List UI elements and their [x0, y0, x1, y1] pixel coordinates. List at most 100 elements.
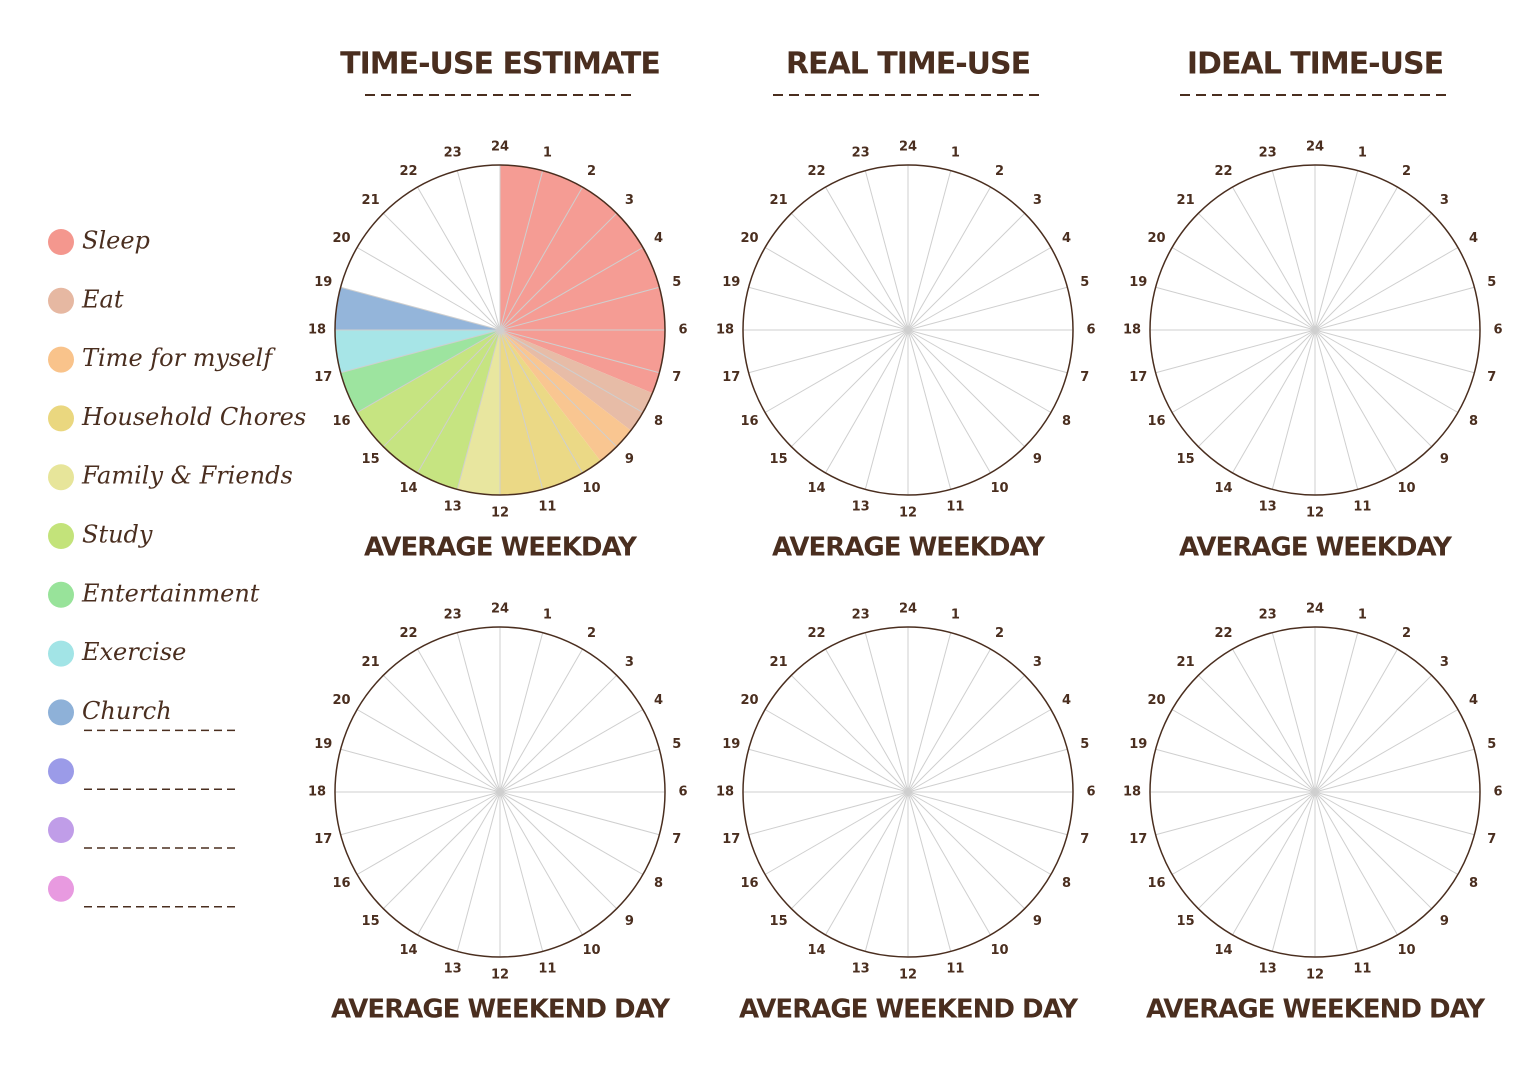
hour-label: 5: [1080, 275, 1089, 290]
hour-label: 20: [1147, 693, 1165, 708]
hour-label: 18: [1123, 785, 1141, 800]
hour-label: 10: [1397, 481, 1415, 496]
hour-label: 6: [678, 785, 687, 800]
hour-label: 5: [1487, 275, 1496, 290]
hour-spoke: [456, 329, 501, 490]
hour-spoke: [356, 709, 501, 793]
hour-label: 22: [807, 164, 825, 179]
hour-spoke: [340, 791, 501, 836]
hour-label: 17: [1129, 370, 1147, 385]
hour-label: 7: [672, 370, 681, 385]
hour-label: 19: [314, 275, 332, 290]
hour-label: 18: [716, 785, 734, 800]
hour-spoke: [907, 648, 991, 793]
hour-label: 12: [1306, 968, 1324, 983]
hour-spoke: [764, 329, 909, 413]
hour-spoke: [790, 329, 909, 448]
hour-label: 1: [951, 146, 960, 161]
hour-label: 16: [1147, 414, 1165, 429]
hour-spoke: [499, 329, 618, 448]
hour-spoke: [356, 329, 501, 413]
hour-spoke: [417, 648, 501, 793]
hour-label: 6: [1086, 323, 1095, 338]
legend-swatch: [48, 287, 74, 314]
hour-label: 24: [491, 602, 509, 617]
hour-spoke: [1314, 286, 1475, 331]
hour-label: 11: [1353, 499, 1371, 514]
legend-label: Exercise: [81, 638, 186, 666]
hour-label: 23: [1259, 146, 1277, 161]
hour-spoke: [1197, 674, 1316, 793]
legend-swatch: [48, 581, 74, 608]
hour-label: 10: [582, 943, 600, 958]
hour-label: 1: [543, 146, 552, 161]
hour-label: 12: [1306, 506, 1324, 521]
hour-spoke: [1314, 791, 1475, 836]
hour-label: 21: [362, 655, 380, 670]
hour-spoke: [417, 791, 501, 936]
hour-label: 8: [654, 876, 663, 891]
hour-label: 16: [332, 414, 350, 429]
hour-spoke: [907, 286, 1068, 331]
hour-label: 1: [1358, 608, 1367, 623]
hour-label: 11: [946, 961, 964, 976]
hour-spoke: [748, 286, 909, 331]
hour-label: 15: [362, 914, 380, 929]
chart-subtitle: AVERAGE WEEKDAY: [1179, 533, 1453, 563]
hour-spoke: [907, 170, 952, 331]
chart-subtitle: AVERAGE WEEKEND DAY: [1146, 995, 1486, 1025]
hour-label: 12: [899, 506, 917, 521]
hour-label: 20: [740, 693, 758, 708]
hour-spoke: [907, 791, 1068, 836]
hour-label: 18: [308, 323, 326, 338]
hour-label: 9: [1440, 452, 1449, 467]
hour-spoke: [1271, 632, 1316, 793]
clock-outline: [742, 164, 1074, 496]
legend-label: Study: [82, 521, 153, 549]
hour-label: 7: [1080, 370, 1089, 385]
pie-slice: [500, 330, 653, 431]
hour-spoke: [1171, 709, 1316, 793]
hour-spoke: [499, 791, 544, 952]
hour-spoke: [1232, 329, 1316, 474]
hour-label: 20: [740, 231, 758, 246]
hour-label: 7: [1487, 832, 1496, 847]
hour-label: 5: [1487, 737, 1496, 752]
hour-spoke: [1314, 186, 1398, 331]
hour-spoke: [864, 329, 909, 490]
hour-spoke: [1314, 791, 1398, 936]
hour-label: 8: [654, 414, 663, 429]
hour-label: 22: [399, 164, 417, 179]
hour-label: 2: [587, 164, 596, 179]
hour-label: 9: [625, 914, 634, 929]
hour-label: 10: [990, 943, 1008, 958]
hour-label: 13: [1259, 961, 1277, 976]
hour-label: 13: [444, 499, 462, 514]
hour-spoke: [499, 329, 660, 374]
hour-spoke: [499, 247, 644, 331]
hour-spoke: [748, 329, 909, 374]
hour-spoke: [907, 791, 1026, 910]
hour-label: 11: [1353, 961, 1371, 976]
hour-spoke: [748, 748, 909, 793]
legend-swatch: [48, 346, 74, 373]
hour-spoke: [907, 709, 1052, 793]
legend-swatch: [48, 758, 74, 785]
hour-spoke: [499, 632, 544, 793]
hour-spoke: [499, 212, 618, 331]
hour-label: 11: [538, 961, 556, 976]
pie-slice: [340, 330, 500, 413]
hour-label: 8: [1469, 876, 1478, 891]
hour-spoke: [382, 212, 501, 331]
hour-spoke: [1155, 286, 1316, 331]
legend-label: Household Chores: [81, 403, 306, 431]
hour-spoke: [499, 791, 618, 910]
hour-label: 9: [625, 452, 634, 467]
hour-spoke: [356, 791, 501, 875]
hour-spoke: [1232, 648, 1316, 793]
hour-label: 18: [308, 785, 326, 800]
hour-label: 14: [1214, 481, 1232, 496]
legend-label: Family & Friends: [81, 462, 293, 490]
hour-label: 6: [678, 323, 687, 338]
hour-label: 9: [1440, 914, 1449, 929]
